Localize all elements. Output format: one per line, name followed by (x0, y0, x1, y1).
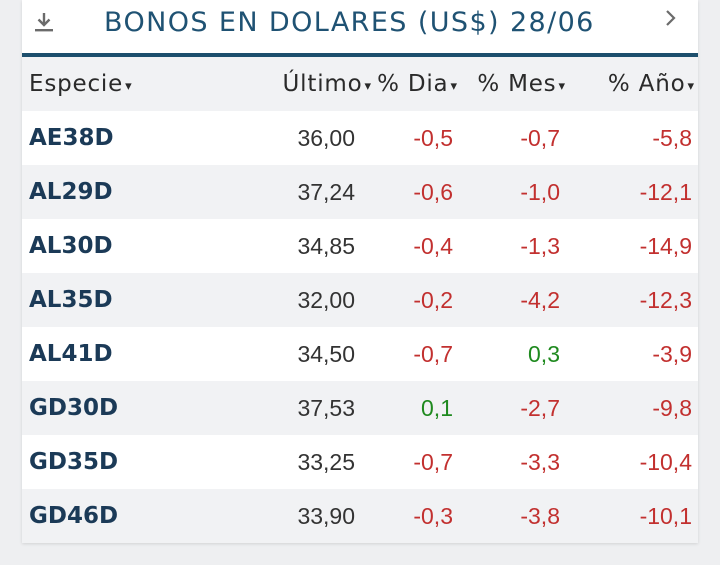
cell-anio: -12,3 (639, 287, 692, 313)
cell-dia: -0,3 (413, 503, 453, 529)
cell-especie[interactable]: AL35D (29, 287, 113, 313)
cell-dia: 0,1 (421, 395, 453, 421)
table-row[interactable]: AL35D 32,00 -0,2 -4,2 -12,3 (22, 273, 698, 327)
cell-ultimo: 37,53 (297, 395, 355, 421)
cell-mes: -2,7 (520, 395, 560, 421)
sort-arrow-icon: ▾ (364, 79, 371, 94)
cell-ultimo: 33,90 (297, 503, 355, 529)
column-header-dia[interactable]: % Dia ▾ (377, 57, 457, 111)
cell-especie[interactable]: AL41D (29, 341, 113, 367)
table-row[interactable]: AL41D 34,50 -0,7 0,3 -3,9 (22, 327, 698, 381)
cell-anio: -12,1 (639, 179, 692, 205)
column-header-mes[interactable]: % Mes ▾ (477, 57, 565, 111)
cell-dia: -0,5 (413, 125, 453, 151)
sort-arrow-icon: ▾ (687, 79, 694, 94)
table-row[interactable]: GD30D 37,53 0,1 -2,7 -9,8 (22, 381, 698, 435)
cell-anio: -3,9 (652, 341, 692, 367)
cell-mes: -0,7 (520, 125, 560, 151)
cell-anio: -14,9 (639, 233, 692, 259)
column-header-label: % Dia (377, 71, 449, 97)
cell-mes: 0,3 (528, 341, 560, 367)
cell-ultimo: 34,85 (297, 233, 355, 259)
column-header-label: % Mes (477, 71, 557, 97)
table-body: AE38D 36,00 -0,5 -0,7 -5,8 AL29D 37,24 -… (22, 111, 698, 543)
table-row[interactable]: GD35D 33,25 -0,7 -3,3 -10,4 (22, 435, 698, 489)
cell-mes: -1,3 (520, 233, 560, 259)
cell-anio: -10,4 (639, 449, 692, 475)
page-title: BONOS EN DOLARES (US$) 28/06 (104, 7, 595, 38)
cell-dia: -0,7 (413, 341, 453, 367)
cell-ultimo: 33,25 (297, 449, 355, 475)
cell-dia: -0,2 (413, 287, 453, 313)
chevron-right-icon[interactable] (662, 8, 680, 28)
table-header: Especie ▾ Último ▾ % Dia ▾ % Mes ▾ % Año ▾ (22, 57, 698, 111)
cell-especie[interactable]: GD46D (29, 503, 119, 529)
cell-anio: -10,1 (639, 503, 692, 529)
table-row[interactable]: AL29D 37,24 -0,6 -1,0 -12,1 (22, 165, 698, 219)
cell-mes: -1,0 (520, 179, 560, 205)
cell-especie[interactable]: AL29D (29, 179, 113, 205)
cell-especie[interactable]: AE38D (29, 125, 114, 151)
cell-dia: -0,7 (413, 449, 453, 475)
cell-ultimo: 36,00 (297, 125, 355, 151)
download-icon[interactable] (32, 10, 56, 34)
bonds-card: BONOS EN DOLARES (US$) 28/06 Especie ▾ Úl… (22, 0, 698, 543)
card-header: BONOS EN DOLARES (US$) 28/06 (22, 0, 698, 53)
column-header-especie[interactable]: Especie ▾ (29, 57, 132, 111)
cell-ultimo: 37,24 (297, 179, 355, 205)
sort-arrow-icon: ▾ (125, 79, 132, 94)
table-row[interactable]: AE38D 36,00 -0,5 -0,7 -5,8 (22, 111, 698, 165)
cell-anio: -5,8 (652, 125, 692, 151)
sort-arrow-icon: ▾ (450, 79, 457, 94)
column-header-anio[interactable]: % Año ▾ (608, 57, 694, 111)
column-header-ultimo[interactable]: Último ▾ (283, 57, 371, 111)
column-header-label: % Año (607, 71, 686, 97)
header-divider (22, 53, 698, 57)
cell-anio: -9,8 (652, 395, 692, 421)
column-header-label: Especie (29, 71, 124, 97)
cell-mes: -3,3 (520, 449, 560, 475)
cell-dia: -0,6 (413, 179, 453, 205)
cell-mes: -4,2 (520, 287, 560, 313)
table-row[interactable]: GD46D 33,90 -0,3 -3,8 -10,1 (22, 489, 698, 543)
cell-ultimo: 34,50 (297, 341, 355, 367)
column-header-label: Último (282, 71, 363, 97)
table-row[interactable]: AL30D 34,85 -0,4 -1,3 -14,9 (22, 219, 698, 273)
cell-especie[interactable]: GD35D (29, 449, 119, 475)
cell-especie[interactable]: AL30D (29, 233, 113, 259)
sort-arrow-icon: ▾ (558, 79, 565, 94)
cell-especie[interactable]: GD30D (29, 395, 119, 421)
cell-dia: -0,4 (413, 233, 453, 259)
cell-ultimo: 32,00 (297, 287, 355, 313)
cell-mes: -3,8 (520, 503, 560, 529)
